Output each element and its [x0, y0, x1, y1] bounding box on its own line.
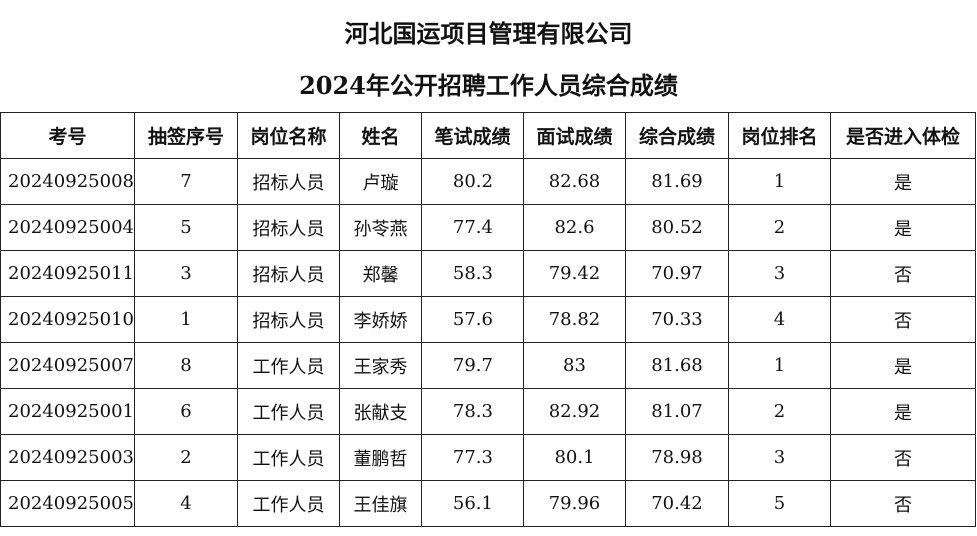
cell-draw-number: 4	[133, 480, 238, 527]
cell-interview-score: 82.92	[522, 388, 626, 435]
cell-position-rank: 1	[727, 342, 831, 389]
cell-position-rank: 5	[727, 480, 831, 527]
cell-medical-exam: 是	[829, 204, 976, 251]
cell-medical-exam: 否	[829, 434, 976, 481]
header-row: 考号 抽签序号 岗位名称 姓名 笔试成绩 面试成绩 综合成绩 岗位排名 是否进入体检	[0, 112, 976, 159]
cell-exam-id: 20240925008	[0, 158, 135, 205]
cell-interview-score: 79.42	[522, 250, 626, 297]
column-header-position: 岗位名称	[236, 112, 340, 159]
table-row: 20240925008 7 招标人员 卢璇 80.2 82.68 81.69 1 是	[0, 158, 976, 205]
cell-position: 工作人员	[236, 480, 340, 527]
table-row: 20240925004 5 招标人员 孙苓燕 77.4 82.6 80.52 2 是	[0, 204, 976, 251]
cell-position-rank: 3	[727, 434, 831, 481]
cell-position: 工作人员	[236, 388, 340, 435]
table-row: 20240925010 1 招标人员 李娇娇 57.6 78.82 70.33 4 否	[0, 296, 976, 343]
cell-interview-score: 83	[522, 342, 626, 389]
document-title: 河北国运项目管理有限公司	[344, 19, 633, 48]
cell-position-rank: 2	[727, 204, 831, 251]
cell-name: 卢璇	[338, 158, 422, 205]
cell-interview-score: 80.1	[522, 434, 626, 481]
cell-written-score: 57.6	[420, 296, 524, 343]
cell-position-rank: 2	[727, 388, 831, 435]
cell-written-score: 77.4	[420, 204, 524, 251]
cell-exam-id: 20240925010	[0, 296, 135, 343]
column-header-name: 姓名	[338, 112, 422, 159]
cell-total-score: 78.98	[624, 434, 729, 481]
cell-position: 工作人员	[236, 434, 340, 481]
cell-position-rank: 1	[727, 158, 831, 205]
cell-written-score: 79.7	[420, 342, 524, 389]
cell-position: 招标人员	[236, 204, 340, 251]
cell-name: 董鹏哲	[338, 434, 422, 481]
cell-name: 王佳旗	[338, 480, 422, 527]
cell-position: 招标人员	[236, 158, 340, 205]
cell-total-score: 70.42	[624, 480, 729, 527]
cell-total-score: 70.33	[624, 296, 729, 343]
cell-exam-id: 20240925011	[0, 250, 135, 297]
cell-exam-id: 20240925003	[0, 434, 135, 481]
column-header-total-score: 综合成绩	[624, 112, 729, 159]
column-header-draw-number: 抽签序号	[133, 112, 238, 159]
cell-draw-number: 6	[133, 388, 238, 435]
cell-position-rank: 4	[727, 296, 831, 343]
cell-draw-number: 1	[133, 296, 238, 343]
table-row: 20240925011 3 招标人员 郑馨 58.3 79.42 70.97 3 否	[0, 250, 976, 297]
cell-draw-number: 3	[133, 250, 238, 297]
cell-total-score: 81.68	[624, 342, 729, 389]
cell-name: 郑馨	[338, 250, 422, 297]
cell-interview-score: 79.96	[522, 480, 626, 527]
results-table: 考号 抽签序号 岗位名称 姓名 笔试成绩 面试成绩 综合成绩 岗位排名 是否进入体检 20240…	[0, 112, 976, 527]
table-row: 20240925007 8 工作人员 王家秀 79.7 83 81.68 1 是	[0, 342, 976, 389]
table-row: 20240925003 2 工作人员 董鹏哲 77.3 80.1 78.98 3 否	[0, 434, 976, 481]
cell-medical-exam: 是	[829, 388, 976, 435]
cell-medical-exam: 是	[829, 342, 976, 389]
cell-total-score: 81.07	[624, 388, 729, 435]
cell-written-score: 78.3	[420, 388, 524, 435]
cell-draw-number: 5	[133, 204, 238, 251]
cell-written-score: 56.1	[420, 480, 524, 527]
column-header-exam-id: 考号	[0, 112, 135, 159]
cell-position: 工作人员	[236, 342, 340, 389]
cell-name: 孙苓燕	[338, 204, 422, 251]
cell-written-score: 58.3	[420, 250, 524, 297]
cell-interview-score: 82.6	[522, 204, 626, 251]
cell-position: 招标人员	[236, 250, 340, 297]
column-header-medical-exam: 是否进入体检	[829, 112, 976, 159]
column-header-interview-score: 面试成绩	[522, 112, 626, 159]
cell-medical-exam: 否	[829, 250, 976, 297]
cell-draw-number: 8	[133, 342, 238, 389]
cell-total-score: 70.97	[624, 250, 729, 297]
cell-medical-exam: 否	[829, 480, 976, 527]
cell-exam-id: 20240925007	[0, 342, 135, 389]
cell-exam-id: 20240925001	[0, 388, 135, 435]
cell-medical-exam: 否	[829, 296, 976, 343]
cell-name: 张献支	[338, 388, 422, 435]
column-header-written-score: 笔试成绩	[420, 112, 524, 159]
cell-draw-number: 2	[133, 434, 238, 481]
cell-medical-exam: 是	[829, 158, 976, 205]
cell-position-rank: 3	[727, 250, 831, 297]
cell-exam-id: 20240925004	[0, 204, 135, 251]
column-header-position-rank: 岗位排名	[727, 112, 831, 159]
cell-written-score: 80.2	[420, 158, 524, 205]
table-row: 20240925005 4 工作人员 王佳旗 56.1 79.96 70.42 5 否	[0, 480, 976, 527]
table-row: 20240925001 6 工作人员 张献支 78.3 82.92 81.07 2 是	[0, 388, 976, 435]
cell-draw-number: 7	[133, 158, 238, 205]
cell-position: 招标人员	[236, 296, 340, 343]
cell-total-score: 81.69	[624, 158, 729, 205]
cell-total-score: 80.52	[624, 204, 729, 251]
cell-interview-score: 78.82	[522, 296, 626, 343]
cell-exam-id: 20240925005	[0, 480, 135, 527]
cell-interview-score: 82.68	[522, 158, 626, 205]
document-subtitle: 2024年公开招聘工作人员综合成绩	[299, 71, 678, 100]
cell-name: 王家秀	[338, 342, 422, 389]
cell-name: 李娇娇	[338, 296, 422, 343]
cell-written-score: 77.3	[420, 434, 524, 481]
